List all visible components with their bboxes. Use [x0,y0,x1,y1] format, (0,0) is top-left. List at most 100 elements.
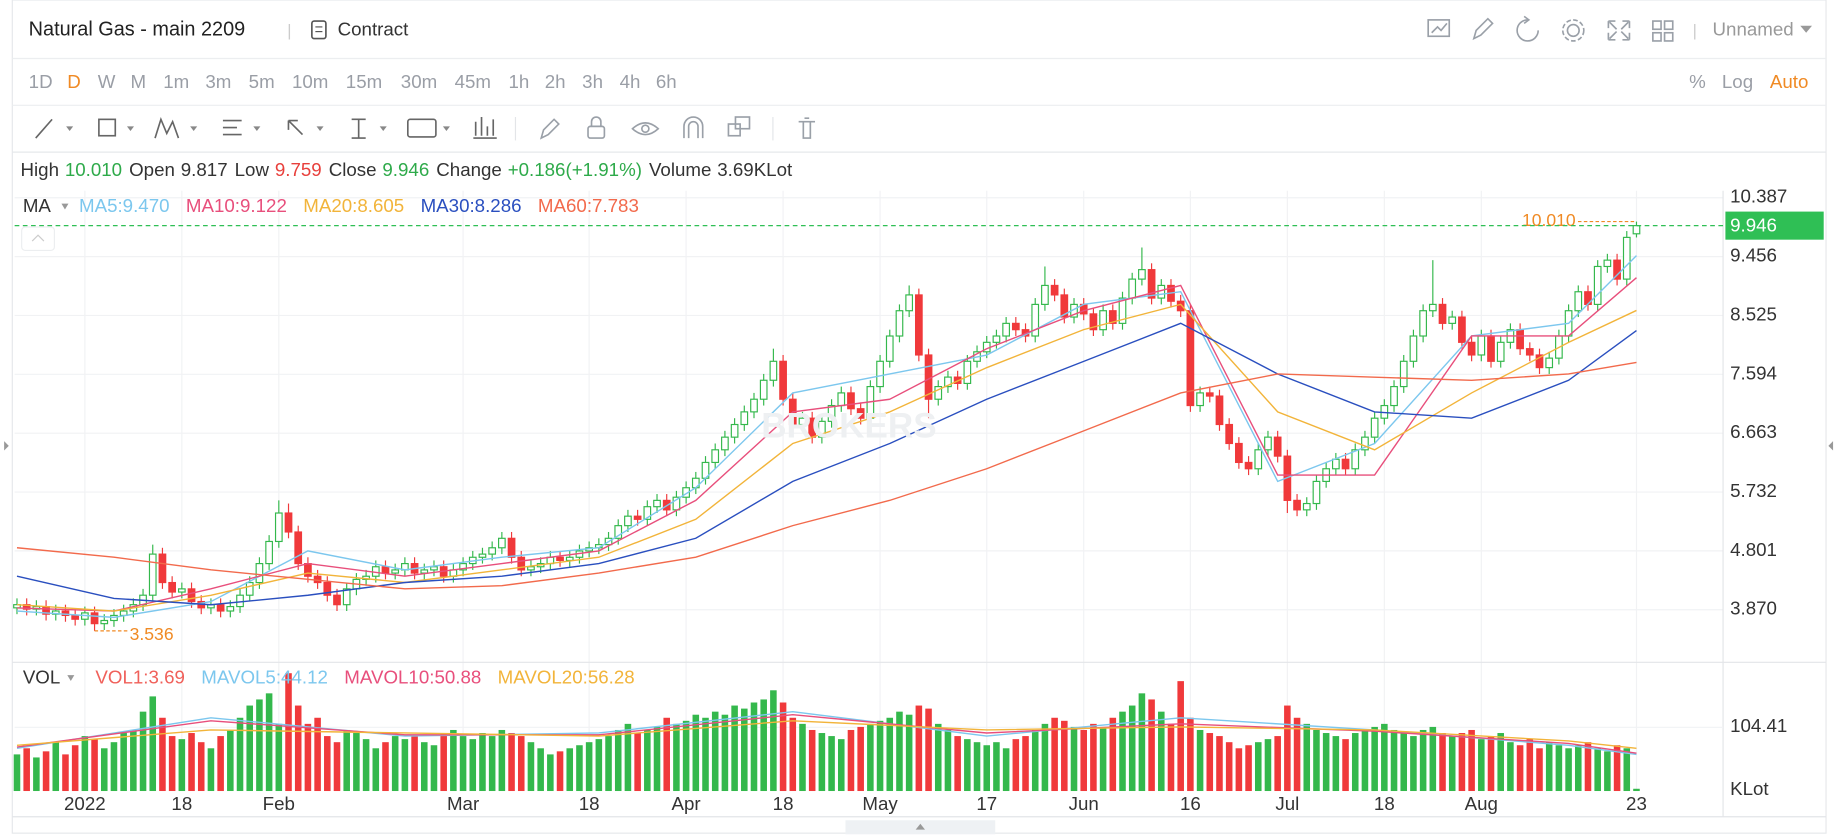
candle-body [391,569,400,574]
separator: | [287,22,291,40]
candle-body [711,449,720,464]
drawing-toolbar[interactable] [35,116,816,141]
candle-body [1419,310,1427,337]
indicator-name[interactable]: MA [23,195,52,216]
candle-body [323,581,332,596]
ma-line [16,361,1637,590]
candle-body [1477,335,1486,356]
min-marker-label: 3.536 [130,624,174,644]
candle-body [517,556,526,571]
timeframe-option[interactable]: 6h [656,71,677,92]
volume-bar [1594,748,1601,792]
timeframe-option[interactable]: M [130,71,146,92]
volume-bar [382,742,389,792]
timeframe-option[interactable]: 1m [163,71,189,92]
volume-bar [1245,745,1252,792]
volume-bar [711,711,719,792]
volume-bar [644,729,651,792]
indicator-name[interactable]: VOL [23,667,60,688]
candle-body [963,360,972,385]
candle-body [61,610,70,617]
candle-body [1254,449,1263,470]
timeframe-option[interactable]: 2h [545,71,566,92]
timeframe-option[interactable]: W [98,71,116,92]
timeframe-option[interactable]: 1h [508,71,529,92]
dropdown-arrow[interactable] [1800,25,1812,33]
candle-body [1428,303,1437,312]
timeframe-option[interactable]: D [67,71,81,92]
candle-body [1341,458,1350,470]
volume-bar [876,720,884,792]
volume-bar [1293,717,1301,792]
volume-bar [517,736,525,792]
contract-icon[interactable] [311,20,327,40]
x-tick-label: Aug [1465,793,1498,814]
scale-mode[interactable]: Auto [1770,71,1809,92]
volume-bar [1351,733,1359,792]
header-tools[interactable] [1427,15,1674,42]
volume-bar [1468,729,1475,792]
volume-bar [624,723,632,792]
y-tick-label: 6.663 [1730,421,1777,442]
volume-bar [1012,739,1020,792]
volume-bar [314,717,321,792]
scale-mode[interactable]: % [1689,71,1706,92]
volume-bar [207,748,215,792]
candle-body [497,537,506,549]
volume-bar [1080,729,1087,792]
ma-line [16,277,1637,612]
instrument-title[interactable]: Natural Gas - main 2209 [29,19,246,41]
timeframe-option[interactable]: 4h [620,71,641,92]
candle-body [304,563,312,577]
volume-bar [246,705,253,792]
scale-mode[interactable]: Log [1722,71,1753,92]
y-tick-label: 7.594 [1730,362,1777,383]
volume-bar [576,745,583,792]
candle-body [333,594,341,606]
timeframe-option[interactable]: 30m [401,71,437,92]
dropdown-arrow[interactable] [61,203,69,210]
volume-bar [1070,726,1078,792]
candle-body [459,563,467,571]
volume-bar [944,729,952,792]
timeframe-option[interactable]: 3m [205,71,231,92]
candle-body [876,360,884,388]
volume-bar [653,726,661,792]
candle-body [885,335,894,362]
candle-body [265,540,273,565]
y-tick-label: 9.456 [1730,245,1777,266]
candle-body [779,360,787,400]
volume-bar [1148,699,1155,792]
volume-bar [130,729,137,792]
ma-line [16,303,1637,612]
scroll-arrow [915,823,926,830]
left-arrow[interactable] [4,441,9,451]
volume-bar [1002,748,1010,792]
candle-body [1293,499,1301,511]
volume-bar [634,733,641,792]
timeframe-option[interactable]: 45m [455,71,491,92]
right-arrow[interactable] [1828,441,1834,451]
layout-name[interactable]: Unnamed [1713,18,1794,39]
timeframe-option[interactable]: 3h [582,71,603,92]
candle-body [721,436,729,451]
x-tick-label: Mar [447,793,479,814]
dropdown-arrow[interactable] [67,675,75,682]
candle-body [730,423,739,438]
volume-bar [188,733,195,792]
candle-body [1118,297,1127,324]
timeframe-option[interactable]: 10m [292,71,328,92]
contract-button[interactable]: Contract [338,18,410,39]
y-tick-label: 4.801 [1730,539,1777,560]
info-label: Low [235,159,270,180]
timeframe-option[interactable]: 15m [346,71,382,92]
volume-tick-label: 104.41 [1730,715,1787,736]
collapse-button[interactable] [21,226,56,251]
volume-bar [81,736,89,792]
legend-entry: MAVOL10:50.88 [344,667,481,688]
volume-bar [1235,748,1243,792]
timeframe-option[interactable]: 1D [29,71,53,92]
timeframe-option[interactable]: 5m [249,71,275,92]
